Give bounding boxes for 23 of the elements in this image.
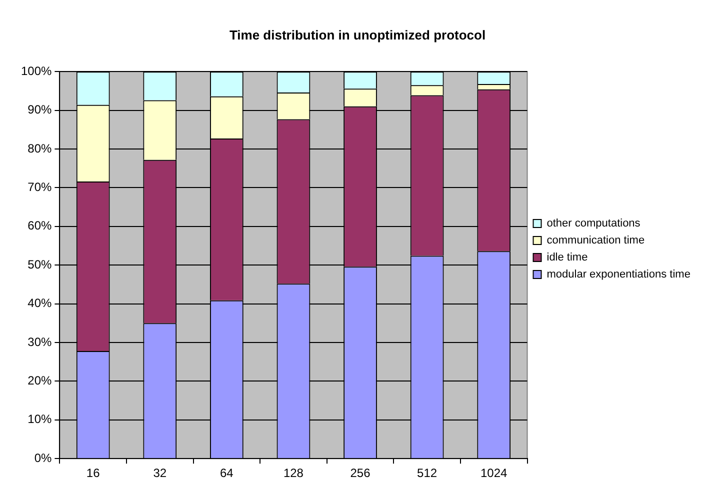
y-tick-label: 40% xyxy=(28,296,52,310)
y-tick-label: 90% xyxy=(28,102,52,117)
legend-label: modular exponentiations time xyxy=(546,268,690,281)
legend-label: other computations xyxy=(546,218,641,230)
x-tick-label: 256 xyxy=(350,466,371,480)
y-tick-label: 0% xyxy=(34,450,52,465)
x-tick-label: 512 xyxy=(417,466,438,480)
y-tick-label: 60% xyxy=(28,218,52,233)
x-tick-label: 16 xyxy=(86,466,100,480)
y-tick-label: 30% xyxy=(28,334,52,349)
y-tick-label: 70% xyxy=(28,180,52,194)
x-tick-label: 32 xyxy=(153,466,167,480)
legend-label: communication time xyxy=(546,234,645,247)
y-tick-label: 50% xyxy=(28,257,52,272)
y-tick-label: 20% xyxy=(28,374,52,388)
y-tick-label: 10% xyxy=(28,412,52,426)
chart-title: Time distribution in unoptimized protocol xyxy=(229,27,486,42)
x-tick-label: 1024 xyxy=(480,466,508,480)
legend-label: idle time xyxy=(546,252,588,264)
y-tick-label: 100% xyxy=(20,64,52,78)
y-tick-label: 80% xyxy=(28,141,52,156)
x-tick-label: 64 xyxy=(220,466,234,480)
x-tick-label: 128 xyxy=(283,466,304,480)
